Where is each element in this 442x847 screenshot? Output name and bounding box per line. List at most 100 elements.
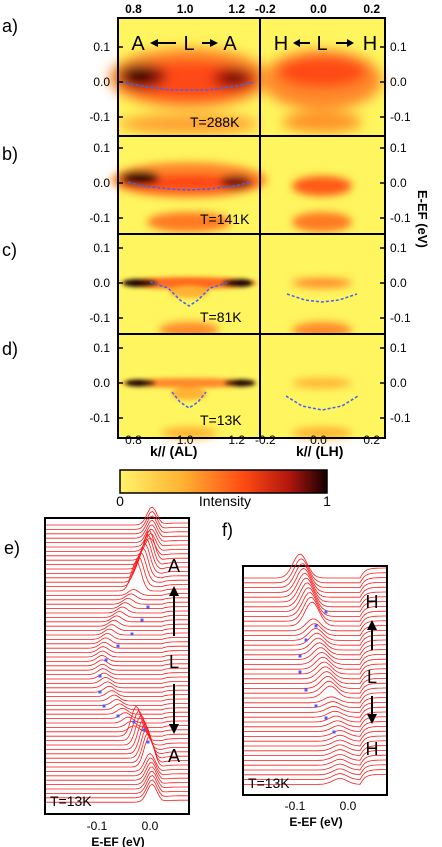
edc-curve [46, 707, 188, 715]
edc-curve [244, 726, 386, 737]
edc-curve [46, 533, 188, 552]
edc-curve [46, 506, 188, 526]
edc-curve [46, 737, 188, 768]
xtick-top-AL: 0.8 [125, 2, 142, 16]
edc-curve [244, 745, 386, 756]
edc-curve [46, 637, 188, 645]
edc-curve [46, 685, 188, 693]
ytick-left: 0.0 [93, 376, 110, 390]
panel-letter-a: a) [2, 16, 18, 36]
edc-curve [46, 762, 188, 781]
edc-f-label-L: L [367, 667, 377, 687]
ytick-right: 0.1 [390, 241, 407, 255]
edc-curve [244, 721, 386, 732]
edc-curve [244, 618, 386, 632]
edc-peak-marker [146, 605, 150, 609]
label-A-right: A [223, 33, 237, 55]
edc-curve [244, 656, 386, 670]
edc-curve [46, 556, 188, 587]
edc-curve [244, 563, 386, 588]
edc-curve [46, 597, 188, 605]
edc-peak-marker [104, 658, 108, 662]
label-H-left: H [274, 33, 288, 55]
edc-e-label-A-top: A [168, 556, 180, 576]
edc-curve [244, 671, 386, 684]
edc-peak-marker [324, 610, 328, 614]
edc-curve [46, 714, 188, 746]
edc-curve [46, 681, 188, 689]
xtick-top-LH: 0.2 [363, 2, 380, 16]
edc-peak-marker [304, 688, 308, 692]
edc-curve [244, 740, 386, 752]
edc-curve [244, 577, 386, 603]
temp-label-c: T=81K [200, 309, 242, 325]
edc-curve [46, 757, 188, 777]
edc-curve [46, 588, 188, 596]
edc-curve [244, 680, 386, 694]
edc-curve [244, 647, 386, 660]
temp-label-d: T=13K [200, 412, 242, 428]
edc-peak-marker [116, 714, 120, 718]
temp-label-f: T=13K [248, 775, 290, 791]
panel-e: A L A T=13K e) -0.1 0.0 E-EF (eV) [4, 506, 190, 847]
xlabel-LH: k// (LH) [296, 443, 343, 459]
edc-curve [244, 596, 386, 622]
edc-curve [244, 592, 386, 617]
xtick-e-neg: -0.1 [87, 819, 108, 833]
edc-f-label-H-top: H [366, 592, 379, 612]
ytick-right: -0.1 [390, 211, 411, 225]
panel-letter-e: e) [4, 538, 20, 558]
ytick-right: 0.1 [390, 40, 407, 54]
edc-curve [46, 650, 188, 658]
edc-peak-marker [140, 618, 144, 622]
edc-e-label-L: L [169, 652, 179, 672]
edc-curve [244, 651, 386, 665]
edc-curve [244, 676, 386, 689]
label-L: L [183, 33, 194, 55]
edc-curve [46, 659, 188, 667]
colorbar: 0 Intensity 1 [116, 469, 331, 509]
edc-peak-marker [298, 670, 302, 674]
edc-peak-marker [116, 644, 120, 648]
edc-curve [46, 542, 188, 574]
edc-curve [244, 553, 386, 579]
dispersion-line-c-LH [286, 293, 358, 303]
edc-peak-marker [332, 730, 336, 734]
edc-curve [46, 655, 188, 662]
ytick-right: 0.1 [390, 141, 407, 155]
edc-curve [244, 774, 386, 785]
label-L-right: L [316, 33, 327, 55]
edc-curve [46, 615, 188, 623]
ytick-right: 0.0 [390, 276, 407, 290]
edc-curve [244, 623, 386, 636]
edc-curve [46, 610, 188, 618]
edc-curve [46, 703, 188, 711]
edc-curve [46, 672, 188, 680]
edc-curve [46, 547, 188, 579]
dispersion-line-b-AL [127, 181, 251, 191]
xtick-bottom-LH: 0.2 [363, 433, 380, 447]
edc-peak-marker [304, 638, 308, 642]
xtick-bottom-AL: 0.8 [125, 433, 142, 447]
panel-letter-d: d) [2, 339, 18, 359]
edc-curve [244, 642, 386, 656]
colorbar-max: 1 [323, 493, 331, 509]
edc-curve [46, 718, 188, 750]
edc-curve [244, 702, 386, 713]
ytick-left: -0.1 [89, 110, 110, 124]
edc-curve [46, 628, 188, 636]
panel-b: T=141K b) [2, 135, 386, 235]
ytick-right: 0.0 [390, 75, 407, 89]
panel-d: T=13K d) [2, 333, 386, 439]
edc-curve [244, 730, 386, 742]
edc-curve [46, 632, 188, 640]
edc-curve [46, 606, 188, 614]
ytick-left: 0.1 [93, 341, 110, 355]
edc-curve [244, 661, 386, 675]
edc-curve [46, 720, 188, 728]
edc-curve [244, 764, 386, 776]
xlabel-AL: k// (AL) [150, 443, 197, 459]
xtick-top-AL: 1.2 [228, 2, 245, 16]
xtick-bottom-AL: 1.0 [177, 433, 194, 447]
ytick-right: 0.0 [390, 176, 407, 190]
